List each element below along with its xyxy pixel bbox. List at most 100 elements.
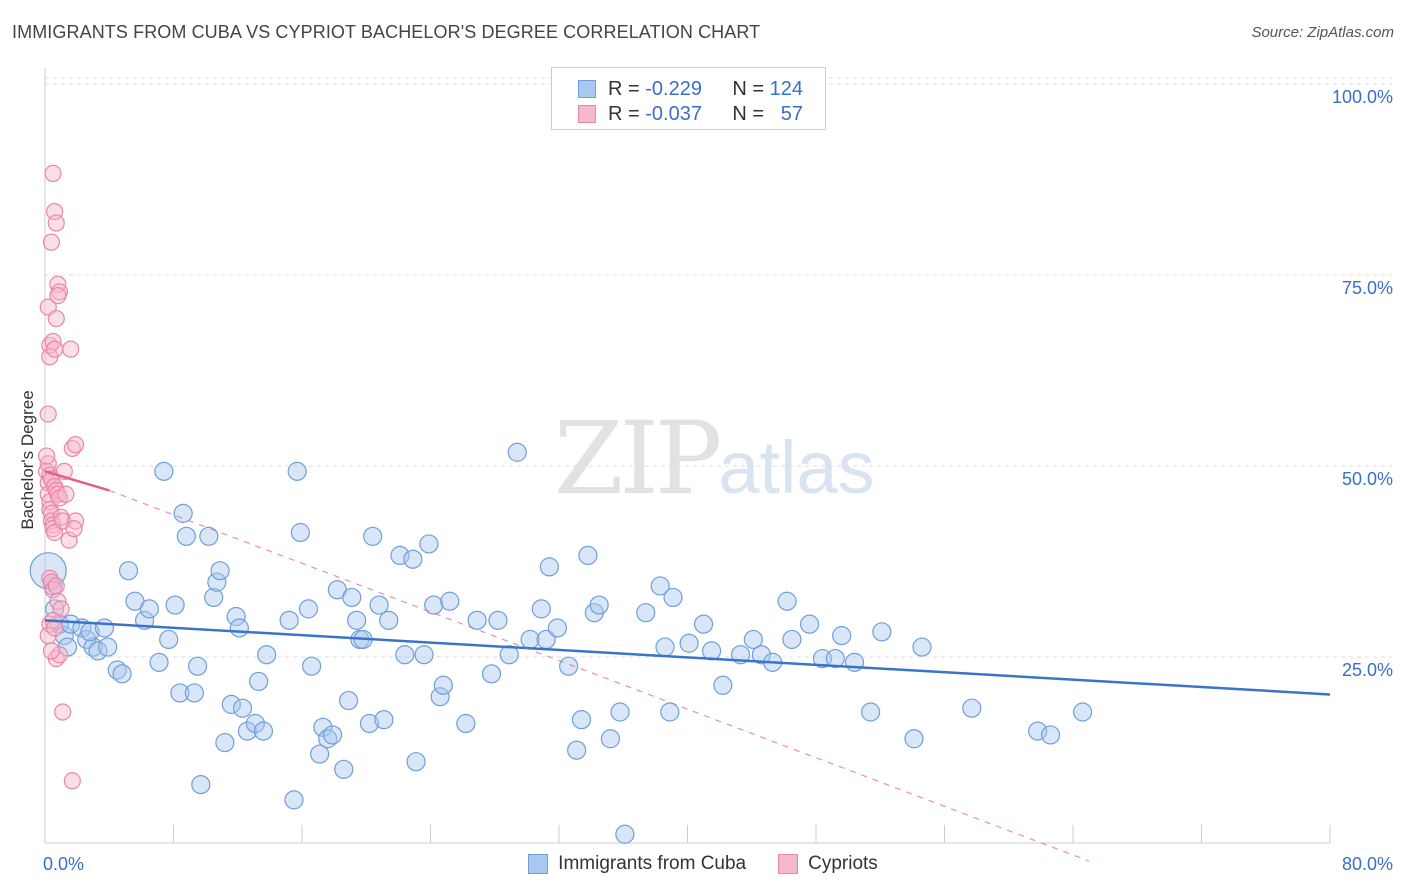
- cuba-point: [872, 622, 892, 642]
- cuba-point: [287, 461, 307, 481]
- cuba-point: [310, 744, 330, 764]
- cuba-point: [342, 587, 362, 608]
- cypriot-point: [57, 485, 75, 503]
- cuba-point: [313, 717, 333, 737]
- cuba-point: [232, 698, 253, 718]
- cuba-point: [118, 561, 139, 581]
- legend-n-value: 124: [769, 77, 803, 100]
- legend-n-label: N =: [732, 77, 765, 100]
- legend-r-value: -0.037: [645, 102, 702, 125]
- cuba-point: [424, 595, 444, 615]
- cypriot-point: [42, 642, 61, 660]
- y-axis-label: Bachelor's Degree: [18, 390, 37, 530]
- cypriot-point: [47, 214, 65, 232]
- cuba-point: [481, 664, 502, 684]
- cuba-point: [1073, 702, 1093, 722]
- cuba-point: [215, 732, 235, 753]
- cuba-point: [713, 675, 733, 695]
- cuba-point: [279, 610, 299, 630]
- series-legend: Immigrants from Cuba Cypriots: [0, 852, 1406, 876]
- legend-item-cuba[interactable]: Immigrants from Cuba: [528, 853, 746, 875]
- legend-label-cypriots: Cypriots: [808, 853, 878, 874]
- x-tick-label: 0.0%: [43, 854, 84, 874]
- cypriot-point: [44, 164, 62, 182]
- cuba-point: [751, 645, 771, 665]
- cuba-point: [403, 549, 423, 569]
- cypriot-point: [54, 703, 72, 721]
- cuba-point: [159, 629, 179, 650]
- cuba-point: [207, 572, 227, 592]
- watermark-zip: ZIP: [554, 400, 722, 517]
- cuba-point: [1040, 725, 1061, 745]
- cuba-point: [861, 702, 881, 722]
- cuba-point: [374, 710, 394, 730]
- cuba-point: [693, 614, 714, 634]
- series-cypriots: [38, 164, 85, 790]
- legend-item-cypriots[interactable]: Cypriots: [778, 853, 878, 875]
- cuba-point: [229, 618, 249, 638]
- legend-row-blue: R = -0.229 N = 124: [578, 77, 803, 101]
- cuba-point: [290, 522, 310, 543]
- cuba-point: [347, 610, 367, 630]
- x-tick-label: 80.0%: [1342, 854, 1393, 874]
- cuba-point: [184, 683, 204, 703]
- cuba-point: [298, 599, 319, 619]
- cuba-point: [782, 629, 802, 650]
- cuba-point: [1028, 721, 1048, 741]
- cuba-point: [777, 591, 797, 611]
- cuba-point: [419, 534, 439, 554]
- cuba-point: [636, 603, 656, 623]
- legend-label-cuba: Immigrants from Cuba: [558, 853, 747, 874]
- cypriot-point: [39, 405, 57, 423]
- series-immigrants-from-cuba: [29, 442, 1093, 844]
- cuba-point: [302, 656, 322, 676]
- cuba-point: [467, 610, 487, 630]
- cuba-point: [904, 729, 924, 749]
- cuba-point: [226, 606, 246, 627]
- cypriot-point: [65, 520, 83, 538]
- legend-r-value: -0.229: [645, 77, 702, 100]
- legend-swatch-blue: [528, 854, 549, 874]
- watermark-atlas: atlas: [718, 426, 875, 509]
- legend-r-label: R =: [608, 77, 640, 100]
- cuba-point: [430, 687, 450, 707]
- cuba-point: [139, 599, 160, 619]
- cuba-point: [284, 790, 304, 810]
- cuba-point: [844, 652, 865, 672]
- cypriot-point: [46, 340, 64, 358]
- cuba-point: [679, 633, 699, 653]
- trend-lines: [44, 470, 1331, 862]
- cuba-point: [173, 503, 193, 523]
- cuba-point: [94, 618, 115, 638]
- cypriot-point: [47, 309, 65, 328]
- cuba-point: [743, 629, 763, 650]
- y-tick-label: 100.0%: [1332, 87, 1393, 107]
- cuba-point: [379, 610, 399, 630]
- grid-lines: [45, 77, 1392, 658]
- cuba-point: [610, 702, 630, 722]
- cuba-point: [253, 721, 274, 741]
- cuba-point: [488, 610, 508, 630]
- cuba-point: [663, 587, 683, 608]
- axes: [44, 68, 1331, 844]
- cuba-point: [176, 526, 196, 546]
- cuba-point: [257, 645, 277, 665]
- y-tick-label: 50.0%: [1342, 469, 1393, 489]
- cuba-point: [571, 710, 592, 730]
- chart-title: IMMIGRANTS FROM CUBA VS CYPRIOT BACHELOR…: [12, 22, 761, 42]
- cuba-point: [245, 713, 266, 734]
- cuba-point: [154, 461, 174, 481]
- cuba-point: [660, 702, 680, 722]
- y-tick-label: 25.0%: [1342, 660, 1393, 680]
- cuba-point: [149, 652, 169, 672]
- cuba-point: [334, 759, 354, 779]
- cuba-point: [210, 561, 230, 581]
- cypriot-point: [47, 577, 65, 595]
- cypriot-point: [66, 436, 85, 454]
- cuba-point: [615, 824, 635, 844]
- cuba-point: [359, 713, 380, 734]
- cuba-point: [433, 675, 453, 695]
- legend-r-label: R =: [608, 102, 640, 125]
- legend-swatch-pink: [578, 105, 596, 123]
